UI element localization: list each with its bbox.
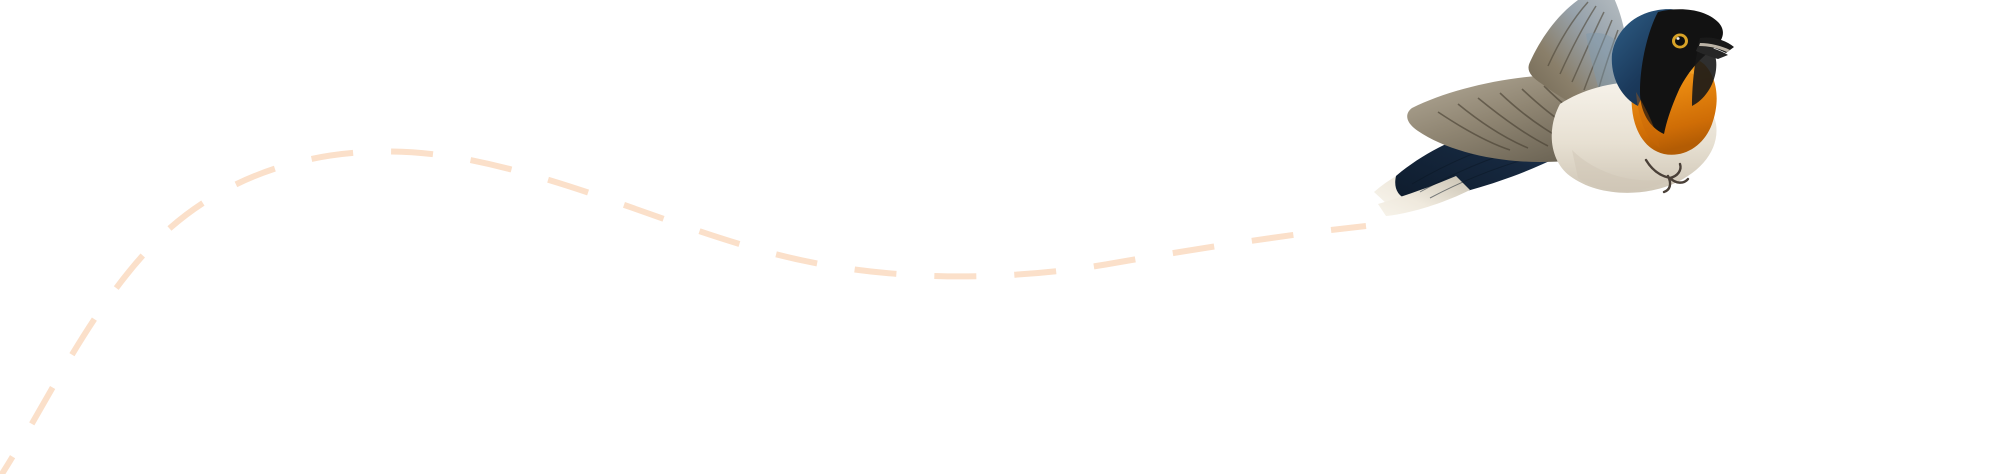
eye-pupil	[1675, 36, 1685, 46]
belly-shadow	[1572, 150, 1672, 191]
bird-head	[1611, 9, 1734, 134]
bird-figure	[1374, 0, 1734, 216]
upper-wing-feather-bars	[1547, 1, 1619, 99]
eye-highlight	[1676, 37, 1680, 40]
bird-beak	[1696, 37, 1734, 59]
throat-edge	[1636, 92, 1660, 148]
dashed-flight-path	[0, 148, 1367, 474]
tail-tip-white-upper	[1378, 176, 1470, 216]
beak-lower	[1696, 46, 1728, 59]
bird-eye	[1672, 33, 1688, 49]
bird-foot	[1644, 158, 1690, 194]
beak-light-stripe	[1699, 43, 1730, 52]
